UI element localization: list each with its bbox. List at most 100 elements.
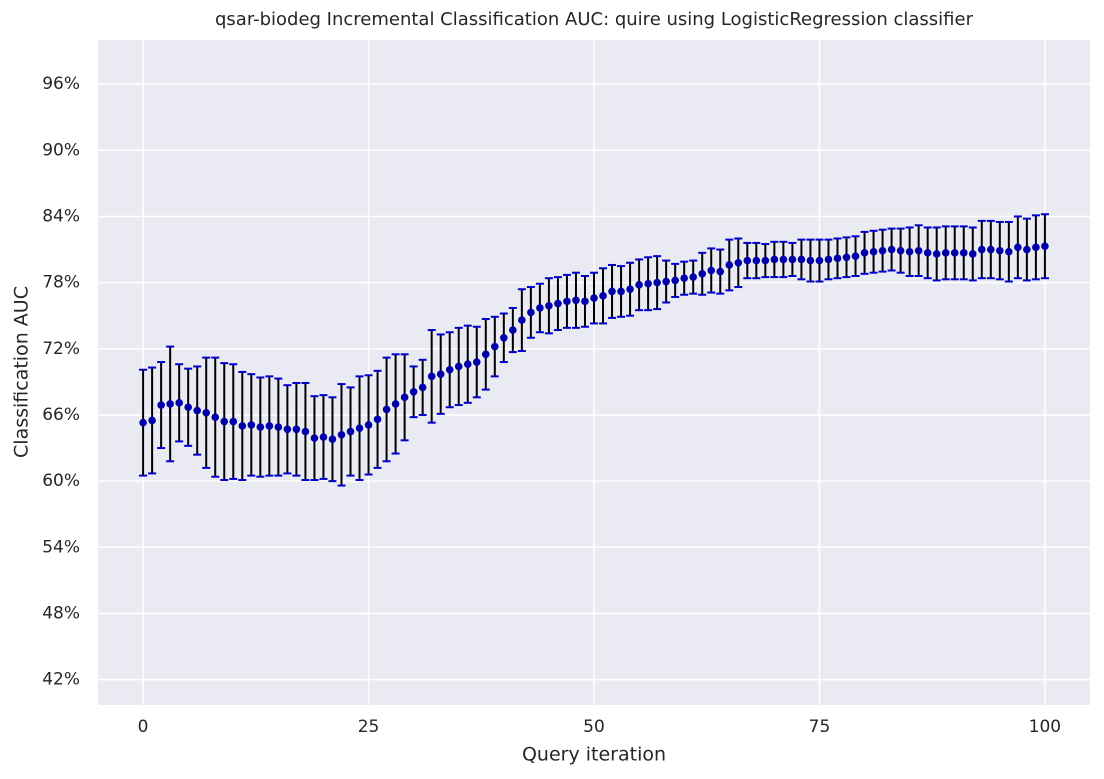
- data-point: [265, 422, 274, 430]
- data-point: [833, 254, 842, 263]
- data-point: [319, 433, 328, 441]
- data-point: [418, 383, 427, 392]
- data-point: [481, 350, 490, 359]
- data-point: [346, 427, 355, 436]
- y-tick-label: 90%: [42, 140, 80, 160]
- data-point: [211, 413, 220, 421]
- data-point: [292, 425, 301, 434]
- y-tick-label: 66%: [42, 405, 80, 425]
- x-tick-label: 50: [583, 717, 605, 737]
- data-point: [617, 287, 625, 296]
- data-point: [337, 431, 346, 439]
- y-tick-label: 72%: [42, 339, 80, 359]
- data-point: [166, 400, 174, 408]
- data-point: [139, 418, 147, 427]
- x-axis-label: Query iteration: [522, 744, 666, 766]
- data-point: [770, 255, 779, 264]
- data-point: [572, 296, 580, 305]
- data-point: [545, 301, 553, 310]
- data-point: [382, 405, 391, 414]
- data-point: [941, 249, 950, 257]
- data-point: [950, 249, 959, 257]
- data-point: [725, 261, 734, 269]
- data-point: [518, 316, 526, 324]
- data-point: [968, 250, 977, 258]
- y-tick-label: 78%: [42, 273, 80, 293]
- data-point: [662, 277, 670, 286]
- data-point: [788, 255, 797, 264]
- y-tick-label: 54%: [42, 537, 80, 557]
- data-point: [491, 342, 499, 351]
- data-point: [274, 423, 283, 431]
- data-point: [977, 245, 986, 254]
- data-point: [373, 415, 382, 424]
- data-point: [193, 406, 201, 415]
- data-point: [842, 253, 851, 262]
- data-point: [391, 400, 400, 408]
- data-point: [554, 299, 562, 308]
- data-point: [436, 370, 445, 378]
- data-point: [1023, 245, 1031, 254]
- data-point: [409, 387, 418, 396]
- data-point: [635, 281, 643, 289]
- data-point: [806, 256, 815, 265]
- data-point: [752, 256, 761, 265]
- data-point: [743, 256, 752, 265]
- data-point: [869, 247, 878, 256]
- data-point: [283, 425, 292, 434]
- data-point: [581, 297, 589, 306]
- x-tick-label: 75: [809, 717, 831, 737]
- data-point: [364, 421, 373, 429]
- data-point: [608, 287, 616, 296]
- data-point: [959, 249, 968, 257]
- data-point: [914, 246, 923, 255]
- y-tick-label: 42%: [42, 670, 80, 690]
- data-point: [779, 255, 788, 264]
- data-point: [563, 297, 571, 306]
- y-tick-label: 60%: [42, 471, 80, 491]
- data-point: [328, 435, 337, 444]
- data-point: [301, 427, 310, 436]
- data-point: [815, 256, 824, 265]
- data-point: [310, 434, 319, 442]
- data-point: [896, 246, 905, 255]
- data-point: [689, 273, 697, 281]
- data-point: [887, 245, 896, 254]
- data-point: [932, 250, 941, 258]
- y-tick-label: 48%: [42, 603, 80, 623]
- data-point: [500, 333, 508, 342]
- data-point: [707, 266, 716, 275]
- data-point: [590, 294, 598, 302]
- y-tick-label: 84%: [42, 206, 80, 226]
- data-point: [229, 417, 238, 426]
- data-point: [1005, 247, 1013, 256]
- data-point: [463, 360, 472, 369]
- data-point: [671, 276, 679, 285]
- data-point: [400, 393, 409, 402]
- data-point: [734, 258, 743, 267]
- data-point: [716, 267, 725, 276]
- x-tick-label: 0: [138, 717, 149, 737]
- data-point: [987, 245, 995, 254]
- data-point: [761, 256, 770, 265]
- data-point: [1032, 243, 1040, 252]
- data-point: [626, 285, 634, 294]
- marks: [139, 213, 1049, 487]
- data-point: [472, 358, 481, 366]
- data-point: [202, 408, 211, 417]
- data-point: [247, 421, 256, 429]
- data-point: [644, 279, 652, 288]
- data-point: [680, 274, 688, 283]
- x-tick-label: 25: [358, 717, 380, 737]
- data-point: [427, 372, 436, 381]
- y-axis-label: Classification AUC: [11, 286, 33, 458]
- data-point: [1041, 242, 1049, 251]
- chart-title: qsar-biodeg Incremental Classification A…: [215, 9, 974, 30]
- data-point: [527, 308, 535, 317]
- data-point: [851, 252, 860, 260]
- x-tick-label: 100: [1029, 717, 1061, 737]
- data-point: [878, 246, 887, 255]
- data-point: [923, 249, 932, 257]
- data-point: [599, 292, 607, 300]
